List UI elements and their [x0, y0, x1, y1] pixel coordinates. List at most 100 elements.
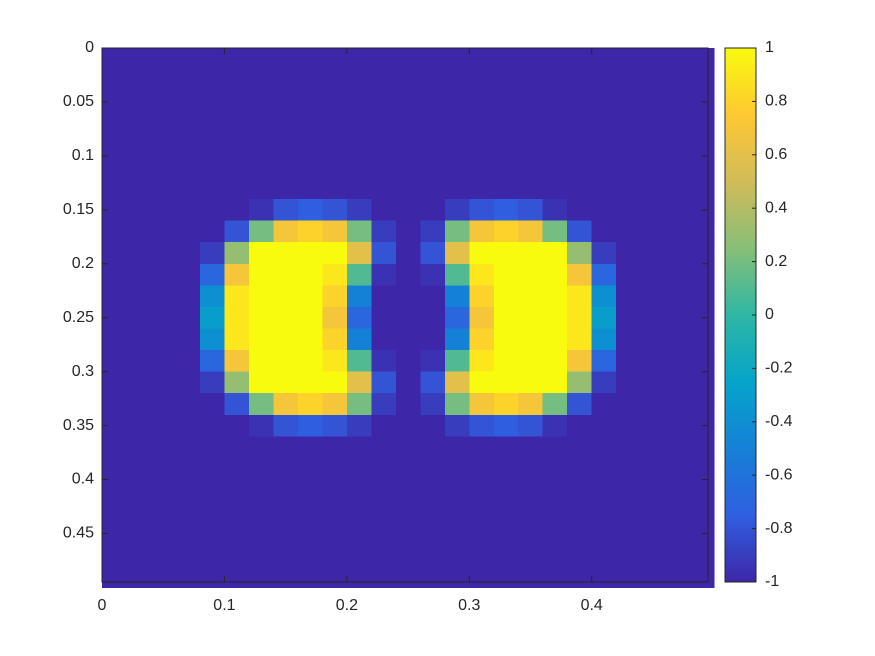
heat-cell — [518, 263, 544, 286]
heat-cell — [567, 479, 593, 502]
heat-cell — [248, 134, 274, 157]
heat-cell — [175, 220, 201, 243]
heat-cell — [150, 134, 176, 157]
heat-cell — [150, 91, 176, 114]
heat-cell — [150, 220, 176, 243]
heat-cell — [199, 328, 225, 351]
heat-cell — [273, 134, 299, 157]
heat-cell — [616, 285, 642, 308]
heat-cell — [444, 544, 470, 567]
heat-cell — [395, 242, 421, 265]
heat-cell — [689, 155, 715, 178]
heat-cell — [248, 457, 274, 481]
heat-cell — [493, 565, 519, 588]
heat-cell — [518, 522, 544, 545]
heat-cell — [469, 155, 495, 178]
heat-cell — [567, 220, 593, 243]
heat-cell — [616, 414, 642, 437]
heat-cell — [616, 350, 642, 373]
heat-cell — [689, 371, 715, 394]
heat-cell — [689, 48, 715, 71]
heat-cell — [199, 306, 225, 329]
heat-cell — [665, 134, 691, 157]
heat-cell — [542, 436, 568, 459]
colorbar-tick-label: -0.4 — [765, 413, 793, 430]
heat-cell — [346, 134, 372, 157]
heat-cell — [420, 220, 446, 243]
heat-cell — [640, 457, 666, 481]
heat-cell — [640, 414, 666, 437]
heat-cell — [542, 220, 568, 243]
heat-cell — [469, 263, 495, 286]
heat-cell — [616, 177, 642, 200]
heat-cell — [371, 565, 397, 588]
heat-cell — [395, 112, 421, 135]
x-tick-label: 0 — [98, 597, 107, 614]
heat-cell — [102, 371, 127, 394]
heat-cell — [689, 436, 715, 459]
heat-cell — [199, 565, 225, 588]
y-tick-label: 0.35 — [63, 417, 94, 434]
heat-cell — [665, 371, 691, 394]
heat-cell — [297, 91, 323, 114]
heat-cell — [199, 414, 225, 437]
heat-cell — [150, 350, 176, 373]
heat-cell — [616, 134, 642, 157]
heat-cell — [175, 91, 201, 114]
heat-cell — [591, 48, 617, 71]
heat-cell — [567, 565, 593, 588]
heat-cell — [616, 544, 642, 567]
heat-cell — [273, 544, 299, 567]
heat-cell — [322, 199, 348, 222]
heat-cell — [469, 285, 495, 308]
heat-cell — [322, 436, 348, 459]
heat-cell — [640, 91, 666, 114]
y-tick-label: 0.1 — [72, 147, 94, 164]
heat-cell — [395, 457, 421, 481]
heat-cell — [224, 285, 250, 308]
heat-cell — [518, 457, 544, 481]
heat-cell — [102, 220, 127, 243]
heat-cell — [248, 263, 274, 286]
heat-cell — [469, 479, 495, 502]
heat-cell — [175, 48, 201, 71]
heat-cell — [420, 522, 446, 545]
heat-cell — [297, 501, 323, 524]
heat-cell — [273, 155, 299, 178]
heat-cell — [444, 199, 470, 222]
heat-cell — [273, 350, 299, 373]
heat-cell — [248, 479, 274, 502]
heat-cell — [371, 220, 397, 243]
heat-cell — [126, 242, 152, 265]
heat-cell — [616, 48, 642, 71]
heat-cell — [518, 479, 544, 502]
heat-cell — [420, 285, 446, 308]
heat-cell — [248, 69, 274, 92]
heat-cell — [297, 220, 323, 243]
heat-cell — [395, 350, 421, 373]
heat-cell — [444, 48, 470, 71]
heat-cell — [689, 350, 715, 373]
heat-cell — [248, 544, 274, 567]
heat-cell — [518, 436, 544, 459]
heat-cell — [542, 306, 568, 329]
heat-cell — [665, 177, 691, 200]
heat-cell — [518, 134, 544, 157]
heat-cell — [199, 457, 225, 481]
y-tick-label: 0.15 — [63, 201, 94, 218]
heat-cell — [199, 242, 225, 265]
heat-cell — [567, 242, 593, 265]
heat-cell — [102, 436, 127, 459]
heat-cell — [665, 220, 691, 243]
heat-cell — [199, 350, 225, 373]
heat-cell — [297, 393, 323, 416]
heat-cell — [248, 48, 274, 71]
heat-cell — [150, 69, 176, 92]
heat-cell — [518, 544, 544, 567]
heat-cell — [273, 371, 299, 394]
heat-cell — [371, 436, 397, 459]
heat-cell — [591, 69, 617, 92]
heat-cell — [567, 134, 593, 157]
heat-cell — [224, 48, 250, 71]
heat-cell — [199, 69, 225, 92]
